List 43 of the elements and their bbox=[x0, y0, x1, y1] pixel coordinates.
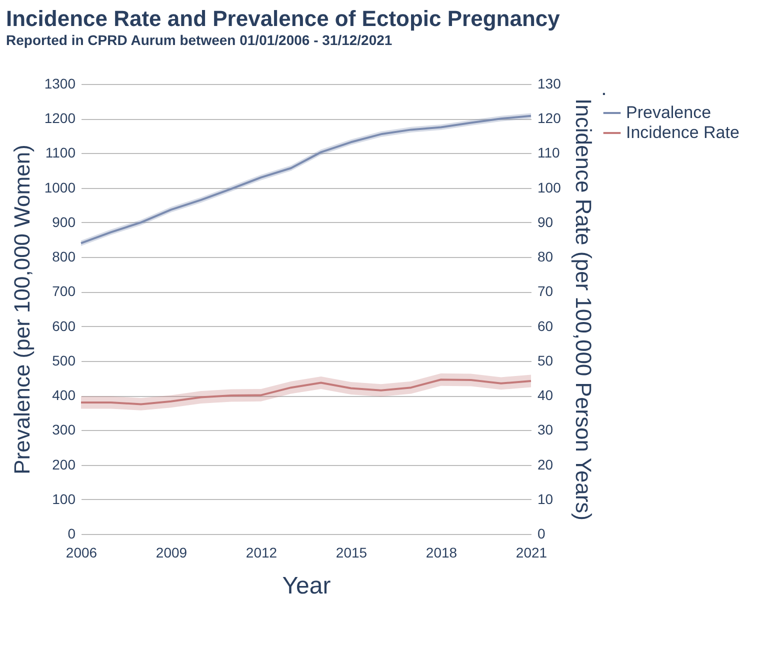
y2-tick-label: 90 bbox=[538, 214, 554, 230]
y-tick-label: 400 bbox=[52, 387, 76, 404]
y-tick-label: 600 bbox=[52, 318, 76, 334]
x-tick-label: 2015 bbox=[336, 544, 368, 560]
y-tick-label: 1300 bbox=[44, 76, 76, 92]
y2-tick-label: 130 bbox=[538, 76, 562, 92]
x-axis-title: Year bbox=[282, 572, 331, 600]
y-tick-label: 800 bbox=[52, 248, 76, 265]
y2-tick-label: 10 bbox=[538, 490, 554, 507]
y-tick-label: 900 bbox=[52, 214, 76, 230]
x-tick-label: 2009 bbox=[156, 544, 188, 560]
y2-tick-label: 20 bbox=[538, 456, 554, 472]
y-tick-label: 100 bbox=[52, 490, 76, 507]
y2-tick-label: 50 bbox=[538, 352, 554, 368]
y-tick-label: 500 bbox=[52, 352, 76, 368]
y-tick-label: 200 bbox=[52, 456, 76, 472]
legend-label: Incidence Rate bbox=[626, 123, 740, 142]
y2-tick-label: 110 bbox=[538, 144, 560, 161]
y2-tick-label: 0 bbox=[538, 526, 546, 542]
y2-tick-label: 80 bbox=[538, 248, 554, 265]
x-tick-label: 2012 bbox=[246, 544, 278, 560]
legend-label: Prevalence bbox=[626, 103, 712, 122]
y-tick-label: 300 bbox=[52, 422, 76, 438]
y-tick-label: 1100 bbox=[45, 144, 76, 161]
y2-tick-label: 100 bbox=[538, 179, 562, 196]
y2-tick-label: 40 bbox=[538, 387, 554, 404]
y2-tick-label: 120 bbox=[538, 110, 562, 126]
y2-axis-title: Incidence Rate (per 100,000 Person Years) bbox=[570, 98, 596, 520]
y-tick-label: 1000 bbox=[44, 179, 76, 196]
y2-tick-label: 60 bbox=[538, 318, 554, 334]
x-tick-label: 2021 bbox=[516, 544, 548, 560]
x-tick-label: 2006 bbox=[66, 544, 98, 560]
y-tick-label: 0 bbox=[68, 526, 76, 542]
y-tick-label: 1200 bbox=[44, 110, 76, 126]
line-series bbox=[80, 378, 532, 406]
y-axis-title: Prevalence (per 100,000 Women) bbox=[9, 144, 34, 474]
y-tick-label: 700 bbox=[52, 283, 76, 300]
x-tick-label: 2018 bbox=[426, 544, 458, 560]
legend-title: . bbox=[602, 82, 606, 98]
y2-tick-label: 30 bbox=[538, 422, 554, 438]
chart-title: Incidence Rate and Prevalence of Ectopic Pregnancy bbox=[6, 6, 561, 31]
y2-tick-label: 70 bbox=[538, 283, 554, 300]
chart-subtitle: Reported in CPRD Aurum between 01/01/2006 - 31/12/2021 bbox=[6, 32, 392, 48]
